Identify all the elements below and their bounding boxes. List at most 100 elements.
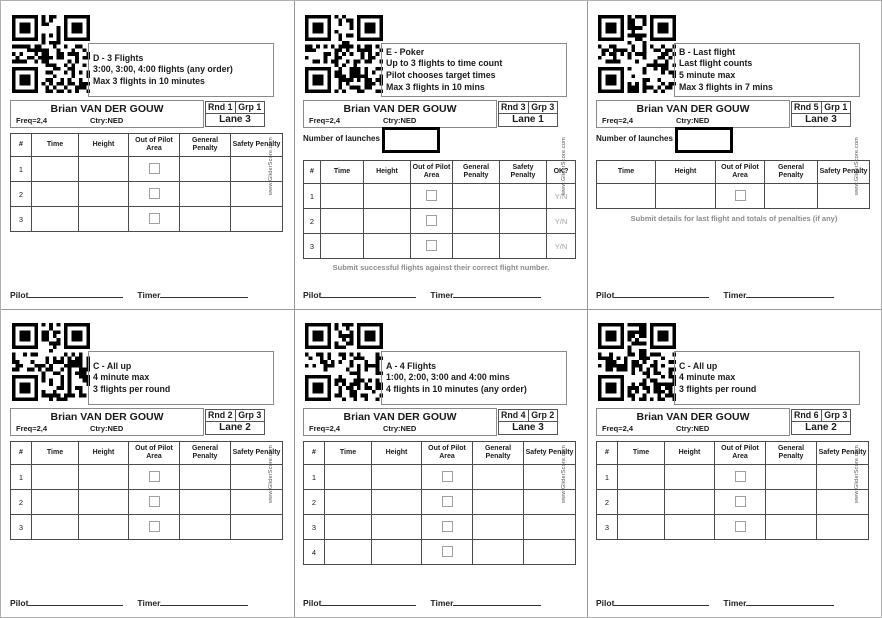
col-header-height: Height xyxy=(371,441,422,465)
round-group-row: Rnd 6 Grp 3 xyxy=(791,409,851,422)
freq-ctry-row: Freq=2,4 Ctry:NED xyxy=(16,116,200,125)
time-cell xyxy=(324,489,372,515)
col-header-time: Time xyxy=(596,160,656,184)
pilot-name: Brian VAN DER GOUW xyxy=(50,411,164,423)
gliderscore-watermark: www.GliderScore.com xyxy=(561,137,567,195)
safety-penalty-cell xyxy=(523,489,576,515)
gliderscore-watermark: www.GliderScore.com xyxy=(268,445,274,503)
col-header-out-of-pilot-area: Out of Pilot Area xyxy=(715,160,765,184)
timer-signature-line xyxy=(160,597,249,606)
table-header: # Time Height Out of Pilot Area General Pena… xyxy=(10,441,283,465)
out-of-pilot-area-cell xyxy=(128,206,180,232)
round: Rnd 2 xyxy=(205,409,236,422)
frequency: Freq=2,4 xyxy=(602,116,634,125)
safety-penalty-cell xyxy=(817,183,870,209)
qr-code xyxy=(305,15,383,93)
flight-score-table: # Time Height Out of Pilot Area General Pena… xyxy=(303,160,576,259)
submit-note: Submit successful flights against their … xyxy=(332,263,550,272)
flight-number: 1 xyxy=(303,183,321,209)
task-line: Last flight counts xyxy=(679,58,753,69)
safety-penalty-cell xyxy=(230,181,283,207)
general-penalty-cell xyxy=(472,489,524,515)
group: Grp 3 xyxy=(234,409,265,422)
safety-penalty-cell xyxy=(816,489,869,515)
col-header-ok: OK? xyxy=(546,160,576,184)
timer-label: Timer xyxy=(430,598,454,608)
flight-row: 3 Y/N xyxy=(303,233,576,259)
flight-number: 3 xyxy=(303,514,325,540)
timer-label: Timer xyxy=(137,598,161,608)
pilot-name: Brian VAN DER GOUW xyxy=(50,103,164,115)
lane: Lane 1 xyxy=(498,113,558,127)
table-header: # Time Height Out of Pilot Area General Pena… xyxy=(303,160,576,184)
checkbox xyxy=(441,470,453,482)
time-cell xyxy=(31,156,79,182)
score-card: B - Last flight Last flight counts 5 minut… xyxy=(588,3,880,307)
task-description-box: E - Poker Up to 3 flights to time count Pi… xyxy=(381,43,567,97)
pilot-signature-line xyxy=(614,289,710,298)
pilot-signature-line xyxy=(28,289,124,298)
time-cell xyxy=(617,489,665,515)
time-cell xyxy=(31,489,79,515)
height-cell xyxy=(78,156,129,182)
col-header-num: # xyxy=(10,441,32,465)
col-header-height: Height xyxy=(655,160,716,184)
task-line: Max 3 flights in 10 minutes xyxy=(93,75,205,86)
timer-signature-line xyxy=(453,597,542,606)
col-header-time: Time xyxy=(31,133,79,157)
safety-penalty-cell xyxy=(230,156,283,182)
task-line: Up to 3 flights to time count xyxy=(386,58,503,69)
general-penalty-cell xyxy=(179,156,231,182)
task-line: 5 minute max xyxy=(679,70,736,80)
score-card: C - All up 4 minute max 3 flights per roun… xyxy=(2,311,294,615)
time-cell xyxy=(31,181,79,207)
pilot-name: Brian VAN DER GOUW xyxy=(343,103,457,115)
flight-row: 2 xyxy=(303,489,576,515)
checkbox xyxy=(441,520,453,532)
time-cell xyxy=(324,464,372,490)
table-header: Time Height Out of Pilot Area General Penal… xyxy=(596,160,870,184)
col-header-safety-penalty: Safety Penalty xyxy=(230,441,283,465)
signature-row: Pilot Timer xyxy=(10,597,272,608)
col-header-height: Height xyxy=(78,133,129,157)
flight-number: 2 xyxy=(303,208,321,234)
country: Ctry:NED xyxy=(90,116,124,125)
checkbox xyxy=(734,470,746,482)
header-row: # Time Height Out of Pilot Area General Pena… xyxy=(10,133,283,157)
general-penalty-cell xyxy=(764,183,818,209)
checkbox xyxy=(148,520,160,532)
timer-signature-line xyxy=(746,597,835,606)
out-of-pilot-area-cell xyxy=(715,183,765,209)
general-penalty-cell xyxy=(179,489,231,515)
col-header-safety-penalty: Safety Penalty xyxy=(499,160,547,184)
freq-ctry-row: Freq=2,4 Ctry:NED xyxy=(602,424,786,433)
safety-penalty-cell xyxy=(230,206,283,232)
header-row: Time Height Out of Pilot Area General Penal… xyxy=(596,160,870,184)
general-penalty-cell xyxy=(765,489,817,515)
timer-label: Timer xyxy=(723,598,747,608)
safety-penalty-cell xyxy=(816,514,869,540)
col-header-out-of-pilot-area: Out of Pilot Area xyxy=(410,160,453,184)
timer-label: Timer xyxy=(723,290,747,300)
frequency: Freq=2,4 xyxy=(309,424,341,433)
col-header-safety-penalty: Safety Penalty xyxy=(523,441,576,465)
general-penalty-cell xyxy=(179,464,231,490)
time-cell xyxy=(31,206,79,232)
flight-score-table: # Time Height Out of Pilot Area General Pena… xyxy=(596,441,869,540)
qr-code xyxy=(598,15,676,93)
col-header-general-penalty: General Penalty xyxy=(764,160,818,184)
time-cell xyxy=(617,464,665,490)
flight-row: 4 xyxy=(303,539,576,565)
lane: Lane 3 xyxy=(498,421,558,435)
out-of-pilot-area-cell xyxy=(128,156,180,182)
submit-note: Submit details for last flight and total… xyxy=(630,214,838,223)
pilot-signature-line xyxy=(28,597,124,606)
general-penalty-cell xyxy=(452,208,500,234)
safety-penalty-cell xyxy=(230,514,283,540)
col-header-num: # xyxy=(303,160,321,184)
country: Ctry:NED xyxy=(676,424,710,433)
checkbox xyxy=(441,545,453,557)
signature-row: Pilot Timer xyxy=(303,597,565,608)
timer-label: Timer xyxy=(137,290,161,300)
